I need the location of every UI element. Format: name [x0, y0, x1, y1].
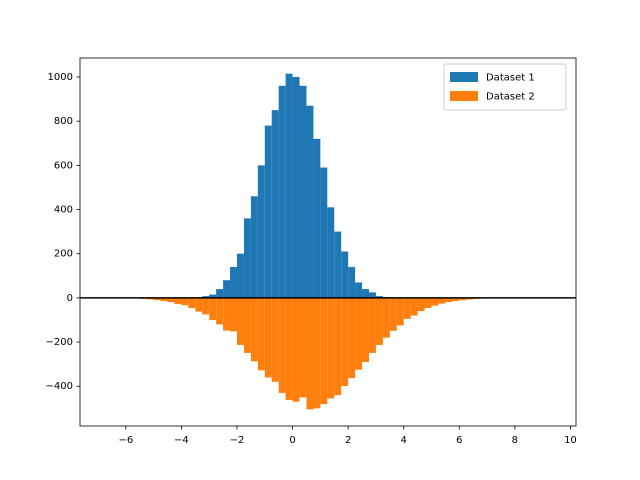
- bar: [216, 289, 224, 298]
- y-tick-label: 400: [54, 205, 73, 216]
- bar: [230, 266, 237, 298]
- bar: [341, 297, 349, 387]
- bar: [368, 297, 376, 353]
- bar: [160, 297, 168, 301]
- bar: [424, 297, 432, 309]
- bar: [382, 297, 390, 338]
- y-tick-label: −200: [46, 337, 73, 348]
- bar: [292, 297, 300, 402]
- bar: [153, 297, 161, 301]
- y-tick-label: 0: [67, 293, 73, 304]
- bar: [417, 297, 425, 312]
- bar: [202, 296, 210, 298]
- bar: [362, 297, 369, 362]
- x-tick-label: 10: [564, 435, 577, 446]
- bar: [236, 297, 244, 345]
- legend-box: [443, 63, 567, 111]
- bar: [452, 297, 460, 301]
- bar: [306, 297, 314, 410]
- bar: [271, 297, 279, 382]
- bar: [410, 297, 418, 316]
- bar: [292, 76, 300, 298]
- y-tick-label: 600: [54, 160, 73, 171]
- y-tick-label: 800: [54, 116, 73, 127]
- x-tick-label: −6: [118, 435, 133, 446]
- bar: [257, 165, 265, 298]
- bar: [188, 297, 196, 309]
- bar: [285, 297, 293, 400]
- bar: [348, 297, 356, 379]
- bar: [264, 297, 272, 378]
- x-tick-label: −4: [174, 435, 189, 446]
- bar: [209, 297, 217, 320]
- x-tick-label: 8: [512, 435, 518, 446]
- bar: [278, 297, 286, 393]
- bar: [459, 297, 467, 301]
- bar: [181, 297, 189, 306]
- bar: [299, 297, 307, 398]
- bar: [362, 289, 369, 298]
- bar: [368, 292, 376, 298]
- bar: [466, 297, 474, 300]
- bar: [250, 297, 258, 362]
- bar: [230, 297, 237, 332]
- bar: [313, 138, 321, 298]
- bar: [334, 297, 342, 396]
- x-tick-label: 2: [345, 435, 351, 446]
- legend-label: Dataset 1: [486, 73, 535, 84]
- bar: [334, 231, 342, 298]
- x-tick-label: 4: [401, 435, 407, 446]
- bar: [223, 297, 231, 331]
- bar: [320, 297, 328, 405]
- legend-swatch: [450, 91, 478, 101]
- legend-swatch: [450, 72, 478, 82]
- y-tick-label: −400: [46, 381, 73, 392]
- bar: [146, 297, 154, 300]
- bar: [396, 297, 404, 326]
- legend-label: Dataset 2: [486, 92, 535, 103]
- bar: [327, 297, 335, 399]
- bar: [209, 294, 217, 298]
- bar: [348, 266, 356, 298]
- bar: [375, 296, 383, 298]
- bar: [285, 73, 293, 298]
- bar: [202, 297, 210, 315]
- bar: [250, 196, 258, 298]
- bar: [243, 297, 251, 353]
- bar: [403, 297, 411, 319]
- bar: [236, 253, 244, 298]
- bar: [341, 251, 349, 298]
- bar: [278, 85, 286, 298]
- x-tick-label: 0: [289, 435, 295, 446]
- bar: [375, 297, 383, 345]
- bar: [216, 297, 224, 325]
- bar: [431, 297, 439, 306]
- y-tick-label: 1000: [48, 72, 73, 83]
- bar: [320, 167, 328, 298]
- bar: [243, 218, 251, 298]
- bar: [223, 280, 231, 298]
- x-tick-label: −2: [230, 435, 245, 446]
- bar: [306, 105, 314, 298]
- bar: [257, 297, 265, 371]
- bar: [327, 207, 335, 298]
- bar: [174, 297, 182, 305]
- bar: [195, 297, 203, 312]
- bar: [355, 297, 363, 370]
- bar: [355, 282, 363, 298]
- bar: [438, 297, 446, 304]
- bar: [271, 110, 279, 298]
- bar: [389, 297, 397, 331]
- y-tick-label: 200: [54, 249, 73, 260]
- bar: [167, 297, 175, 303]
- x-tick-label: 6: [456, 435, 462, 446]
- bar: [445, 297, 453, 303]
- bar: [313, 297, 321, 409]
- bar: [299, 85, 307, 298]
- bar: [264, 125, 272, 298]
- axes-frame: [79, 57, 577, 427]
